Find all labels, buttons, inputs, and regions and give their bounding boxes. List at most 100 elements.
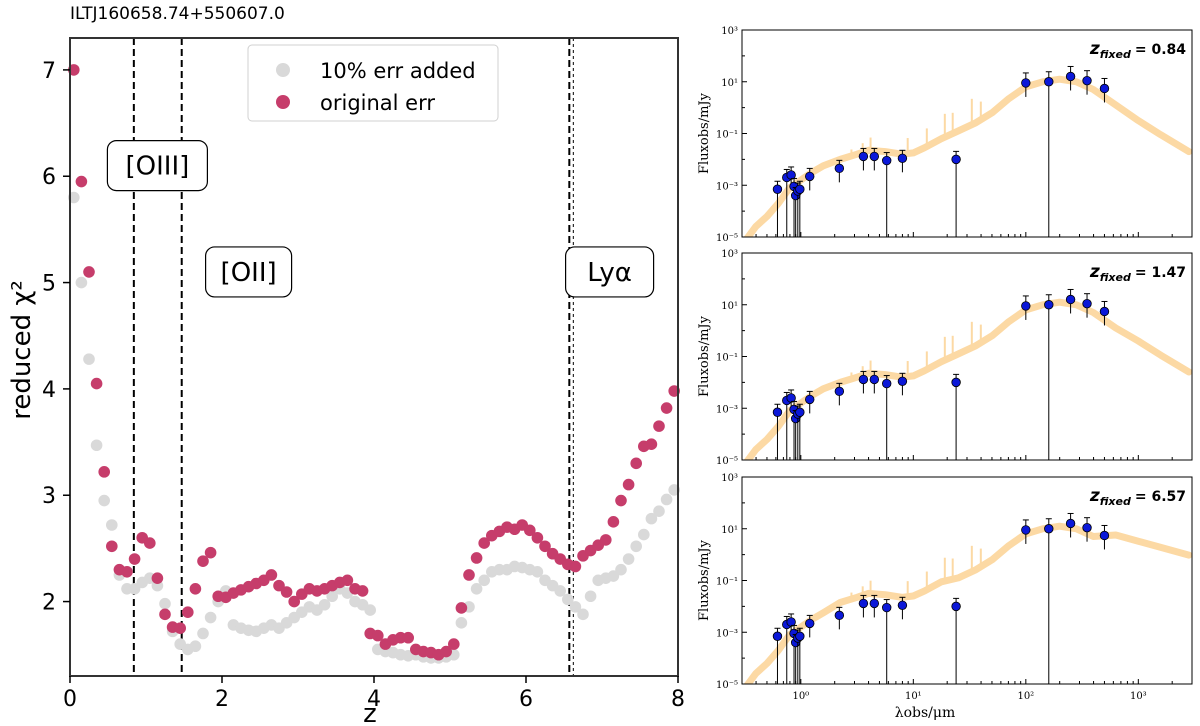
point-10pct-61	[531, 565, 544, 578]
observed-point-8	[834, 386, 845, 397]
point-original-8	[128, 553, 141, 565]
observed-point-16	[1065, 294, 1076, 305]
sed-y-tick-label-4: 10³	[721, 26, 738, 37]
sed-y-tick-label-0: 10⁻⁵	[716, 233, 738, 244]
sed-y-tick-label-4: 10³	[721, 249, 738, 260]
sed-y-tick-label-2: 10⁻¹	[716, 353, 738, 364]
point-original-28	[280, 586, 293, 598]
point-10pct-5	[106, 519, 118, 531]
observed-point-15	[1044, 77, 1054, 87]
sed-y-tick-label-3: 10¹	[721, 78, 738, 89]
x-tick-label-1: 2	[215, 687, 229, 712]
observed-point-14	[1021, 78, 1031, 88]
point-10pct-3	[90, 439, 103, 452]
annotation-subscript: fixed	[1100, 495, 1131, 508]
y-tick-label-0: 2	[42, 591, 56, 616]
model-sed-curve	[743, 522, 1192, 684]
sed-panel-2-content	[743, 512, 1192, 684]
point-original-44	[402, 631, 415, 644]
point-original-29	[288, 595, 301, 608]
legend: 10% err added original err	[247, 44, 499, 122]
point-original-40	[372, 629, 384, 642]
observed-point-17	[1082, 298, 1092, 309]
observed-point-12	[897, 600, 908, 611]
observed-point-9	[858, 151, 869, 162]
observed-point-2	[786, 170, 796, 180]
annotation-subscript: fixed	[1100, 48, 1131, 61]
point-original-5	[106, 540, 118, 553]
point-original-18	[204, 546, 217, 559]
sed-panel-0-annotation: zfixed = 0.84	[1089, 39, 1186, 61]
observed-point-14	[1021, 525, 1031, 535]
observed-point-0	[772, 631, 783, 641]
chi2-chart: ILTJ160658.74+550607.0 [OIII] [OII] Lyα 0 2 4…	[7, 4, 685, 726]
vline-label-box-1	[205, 246, 293, 298]
observed-point-7	[805, 394, 815, 405]
vline-label-box-2	[564, 246, 655, 298]
x-tick-label-2: 4	[367, 687, 381, 712]
observed-point-11	[882, 378, 892, 389]
point-original-14	[174, 622, 186, 634]
point-10pct-8	[128, 583, 141, 595]
observed-point-13	[951, 601, 961, 612]
legend-label-original: original err	[320, 91, 435, 115]
observed-point-18	[1099, 530, 1110, 541]
point-original-51	[455, 602, 468, 614]
annotation-value: = 6.57	[1135, 489, 1186, 505]
sed-x-tick-label-3: 10³	[1130, 691, 1147, 702]
chart-title: ILTJ160658.74+550607.0	[70, 4, 285, 24]
legend-box	[247, 44, 499, 122]
point-original-17	[197, 555, 209, 567]
observed-point-6	[795, 407, 805, 417]
point-original-1	[75, 175, 88, 188]
x-tick-label-3: 6	[519, 687, 533, 712]
legend-marker-10pct	[276, 63, 290, 77]
sed-panel-1-annotation: zfixed = 1.47	[1089, 262, 1186, 284]
sed-panel-1-content	[743, 288, 1192, 460]
observed-point-8	[834, 163, 845, 174]
observed-point-2	[786, 617, 796, 627]
observed-point-6	[795, 631, 805, 641]
model-sed-curve	[743, 298, 1192, 460]
y-axis-label-text: reduced χ²	[7, 280, 37, 420]
point-10pct-51	[455, 617, 468, 629]
vline-label-1: [OII]	[221, 258, 277, 288]
annotation-subscript: fixed	[1100, 271, 1131, 284]
point-10pct-73	[622, 553, 635, 565]
observed-point-10	[869, 151, 880, 162]
sed-y-axis-label-0: Fluxobs/mJy	[697, 92, 712, 174]
y-tick-label-1: 3	[42, 484, 56, 509]
observed-point-0	[772, 407, 783, 417]
y-tick-label-4: 6	[42, 165, 56, 190]
point-10pct-78	[660, 493, 673, 506]
observed-point-12	[897, 153, 908, 164]
point-10pct-16	[189, 640, 202, 653]
point-original-27	[273, 579, 285, 592]
point-original-78	[660, 402, 673, 414]
point-original-26	[265, 569, 278, 581]
point-original-70	[600, 534, 612, 546]
sed-panel-1: 10⁻⁵ 10⁻³ 10⁻¹ 10¹ 10³ Fluxobs/mJy zfixed = 1.4…	[697, 249, 1193, 467]
point-10pct-77	[653, 505, 665, 517]
observed-point-17	[1082, 522, 1092, 533]
observed-point-16	[1065, 71, 1076, 82]
observed-point-11	[882, 602, 892, 613]
point-10pct-67	[577, 608, 589, 621]
point-original-38	[356, 585, 369, 597]
sed-panel-0-content	[743, 65, 1192, 237]
y-tick-label-2: 4	[42, 378, 56, 403]
sed-x-tick-label-2: 10²	[1017, 691, 1034, 702]
point-original-76	[645, 438, 658, 450]
point-original-12	[159, 608, 171, 621]
observed-point-13	[951, 377, 961, 388]
vline-label-box-0	[106, 140, 209, 192]
observed-point-2	[786, 393, 796, 403]
observed-point-15	[1044, 300, 1054, 310]
sed-panel-frame	[741, 29, 1193, 238]
sed-y-axis-label-1: Fluxobs/mJy	[697, 315, 712, 397]
sed-x-axis-label: λobs/μm	[895, 705, 956, 721]
point-10pct-66	[569, 601, 582, 613]
observed-point-14	[1021, 301, 1031, 311]
